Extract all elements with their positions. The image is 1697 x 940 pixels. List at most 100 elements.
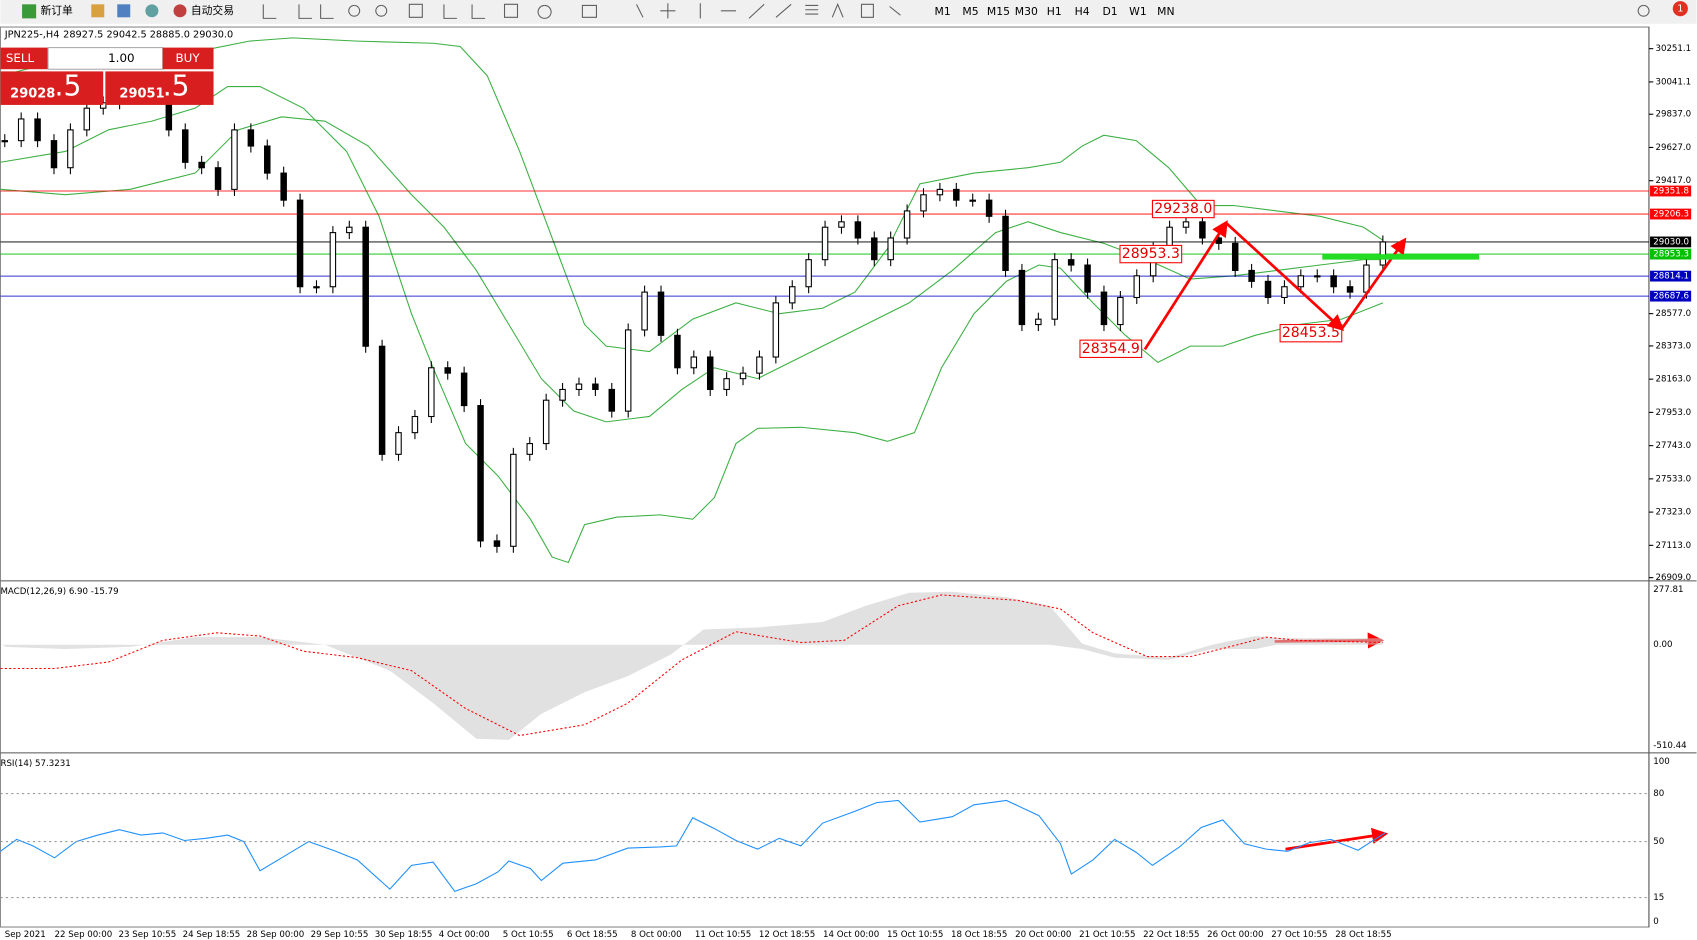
price-level-tag: [1650, 270, 1692, 282]
price-tick-label: 29837.0: [1655, 110, 1691, 120]
candle-body: [198, 161, 205, 169]
candle-body: [559, 388, 566, 401]
symbol: JPN225-,H4: [4, 30, 60, 41]
candle-body: [871, 237, 878, 261]
toolbar-icons[interactable]: [262, 2, 1650, 19]
timeframe-button[interactable]: M15: [987, 5, 1010, 18]
time-label: 22 Oct 18:55: [1143, 930, 1199, 940]
timeframe-button[interactable]: M1: [935, 5, 951, 18]
buy-price-box[interactable]: [105, 71, 214, 105]
buy-button[interactable]: [162, 47, 214, 70]
price-tick-label: 29417.0: [1655, 176, 1691, 186]
timeframe-button[interactable]: H1: [1047, 5, 1062, 18]
candle-body: [887, 237, 894, 261]
sell-label[interactable]: SELL: [6, 51, 35, 65]
candle-body: [1018, 269, 1026, 326]
sell-price-pips[interactable]: .5: [55, 70, 82, 103]
candle-body: [493, 540, 501, 547]
candle-body: [428, 367, 435, 418]
price-annotation: 28354.9: [1082, 341, 1140, 357]
time-label: 14 Oct 00:00: [823, 930, 879, 940]
candle-body: [1051, 259, 1058, 320]
volume[interactable]: 1.00: [108, 51, 134, 65]
candle-body: [296, 199, 304, 288]
candle-body: [936, 188, 944, 196]
candle-body: [83, 107, 91, 131]
time-label: 22 Sep 00:00: [55, 930, 113, 940]
candle-body: [444, 367, 451, 374]
buy-label[interactable]: BUY: [176, 51, 201, 65]
candle-body: [756, 356, 763, 374]
candle-body: [1100, 291, 1108, 326]
time-label: 28 Oct 18:55: [1335, 930, 1391, 940]
tool-icon[interactable]: [91, 4, 105, 18]
rsi-label: RSI(14) 57.3231: [0, 759, 70, 769]
candle-body: [920, 194, 927, 212]
buy-price[interactable]: 29051: [119, 87, 164, 102]
price-annotation-box: [1079, 339, 1143, 358]
candle-body: [477, 405, 484, 542]
price-tick-label: 28163.0: [1655, 375, 1691, 385]
candle-body: [329, 232, 337, 288]
macd-tick-label: 277.81: [1653, 585, 1683, 595]
time-label: 6 Oct 18:55: [567, 930, 618, 940]
rsi-tick-label: 0: [1653, 917, 1659, 927]
price-level-label: 28687.6: [1653, 292, 1689, 302]
candle-body: [592, 383, 599, 390]
price-tick-label: 27323.0: [1655, 508, 1691, 518]
candle-body: [739, 372, 747, 380]
candle-body: [772, 302, 780, 358]
rsi-tick-label: 50: [1653, 837, 1664, 847]
time-label: 20 Oct 00:00: [1015, 930, 1071, 940]
timeframe-button[interactable]: MN: [1157, 5, 1174, 18]
candle-body: [723, 378, 730, 390]
candle-body: [313, 286, 320, 289]
time-label: 29 Sep 10:55: [311, 930, 369, 940]
price-level-tag: [1650, 208, 1692, 220]
rsi-tick-label: 100: [1653, 757, 1670, 767]
time-label: 18 Oct 18:55: [951, 930, 1007, 940]
sell-price[interactable]: 29028: [10, 87, 55, 102]
sell-button[interactable]: [0, 47, 49, 70]
timeframe-button[interactable]: M30: [1015, 5, 1038, 18]
volume-input[interactable]: [47, 47, 164, 70]
timeframe-button[interactable]: D1: [1102, 5, 1117, 18]
candle-body: [1035, 318, 1042, 326]
sell-price-box[interactable]: [0, 71, 104, 105]
macd-tick-label: 0.00: [1653, 640, 1672, 650]
candle-body: [231, 129, 238, 190]
candle-body: [706, 356, 714, 390]
auto-trading-icon[interactable]: [173, 4, 187, 18]
price-level-label: 29206.3: [1653, 210, 1689, 220]
candle-body: [985, 199, 993, 217]
candle-body: [34, 118, 41, 142]
time-label: 5 Oct 10:55: [503, 930, 554, 940]
timeframe-button[interactable]: M5: [962, 5, 978, 18]
time-label: 11 Oct 10:55: [695, 930, 751, 940]
timeframe-button[interactable]: H4: [1075, 5, 1090, 18]
candle-body: [690, 356, 698, 369]
new-order[interactable]: 新订单: [40, 3, 73, 17]
candle-body: [854, 221, 862, 239]
price-level-tag: [1650, 290, 1692, 302]
new-order-icon[interactable]: [22, 4, 37, 19]
alert-badge[interactable]: [1672, 1, 1688, 17]
price-tick-label: 27743.0: [1655, 441, 1691, 451]
candle-body: [657, 291, 665, 336]
price-tick-label: 28577.0: [1655, 309, 1691, 319]
alert-count[interactable]: 1: [1677, 4, 1683, 15]
candle-body: [608, 388, 616, 412]
chart-area: [0, 26, 1650, 928]
tool-icon[interactable]: [117, 4, 131, 18]
candle-body: [411, 415, 419, 434]
time-label: Sep 2021: [5, 930, 46, 940]
timeframe-button[interactable]: W1: [1129, 5, 1147, 18]
auto-trading[interactable]: 自动交易: [191, 3, 234, 17]
buy-price-pips[interactable]: .5: [163, 70, 190, 103]
tool-icon[interactable]: [145, 4, 159, 18]
time-label: 12 Oct 18:55: [759, 930, 815, 940]
macd-label: MACD(12,26,9) 6.90 -15.79: [0, 587, 118, 597]
price-level-label: 29030.0: [1653, 237, 1689, 247]
candle-body: [362, 226, 369, 347]
candle-body: [1002, 215, 1009, 271]
